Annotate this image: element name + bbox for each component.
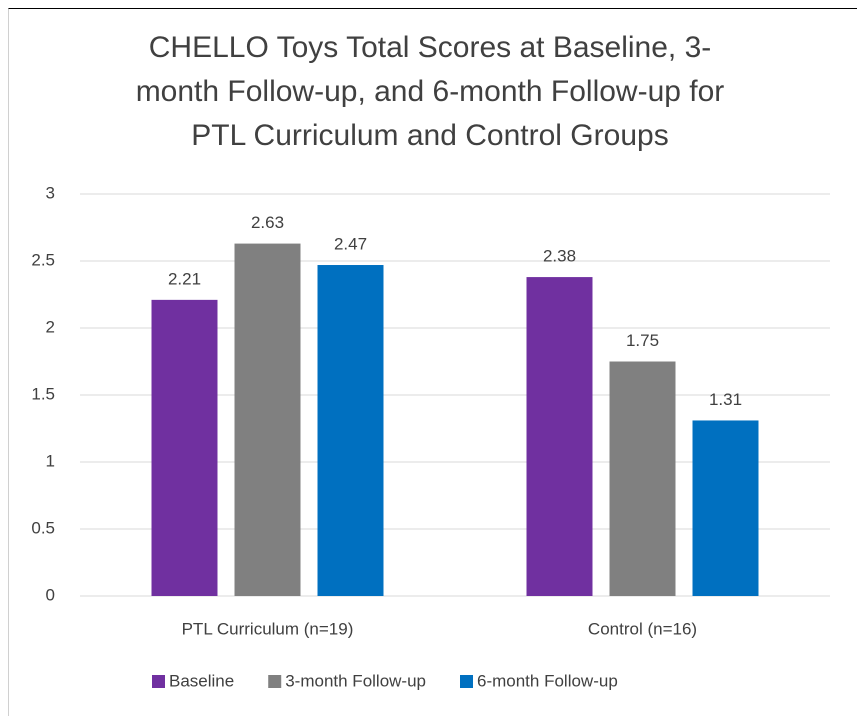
data-label: 2.21 bbox=[168, 269, 201, 288]
legend-swatch bbox=[152, 675, 165, 688]
y-tick-label: 2.5 bbox=[31, 250, 55, 269]
y-tick-label: 1 bbox=[46, 451, 55, 470]
data-label: 2.63 bbox=[251, 213, 284, 232]
bar bbox=[692, 420, 759, 596]
bar bbox=[234, 243, 301, 596]
y-tick-label: 0 bbox=[46, 585, 55, 604]
y-tick-label: 2 bbox=[46, 317, 55, 336]
bar bbox=[526, 277, 593, 596]
legend-label: 6-month Follow-up bbox=[477, 671, 618, 690]
data-label: 2.38 bbox=[543, 247, 576, 266]
legend-swatch bbox=[268, 675, 282, 688]
data-label: 1.31 bbox=[709, 390, 742, 409]
data-label: 1.75 bbox=[626, 331, 659, 350]
bar bbox=[317, 265, 384, 596]
x-tick-label: Control (n=16) bbox=[588, 619, 697, 638]
bar bbox=[609, 361, 676, 596]
frame bbox=[8, 8, 857, 716]
y-tick-label: 3 bbox=[46, 183, 55, 202]
legend-label: 3-month Follow-up bbox=[285, 671, 426, 690]
data-label: 2.47 bbox=[334, 235, 367, 254]
x-tick-label: PTL Curriculum (n=19) bbox=[182, 619, 354, 638]
chart-title: CHELLO Toys Total Scores at Baseline, 3-… bbox=[135, 31, 725, 152]
y-tick-label: 0.5 bbox=[31, 518, 55, 537]
bar bbox=[151, 299, 218, 596]
legend-swatch bbox=[460, 675, 473, 688]
y-tick-label: 1.5 bbox=[31, 384, 55, 403]
legend-label: Baseline bbox=[169, 671, 234, 690]
